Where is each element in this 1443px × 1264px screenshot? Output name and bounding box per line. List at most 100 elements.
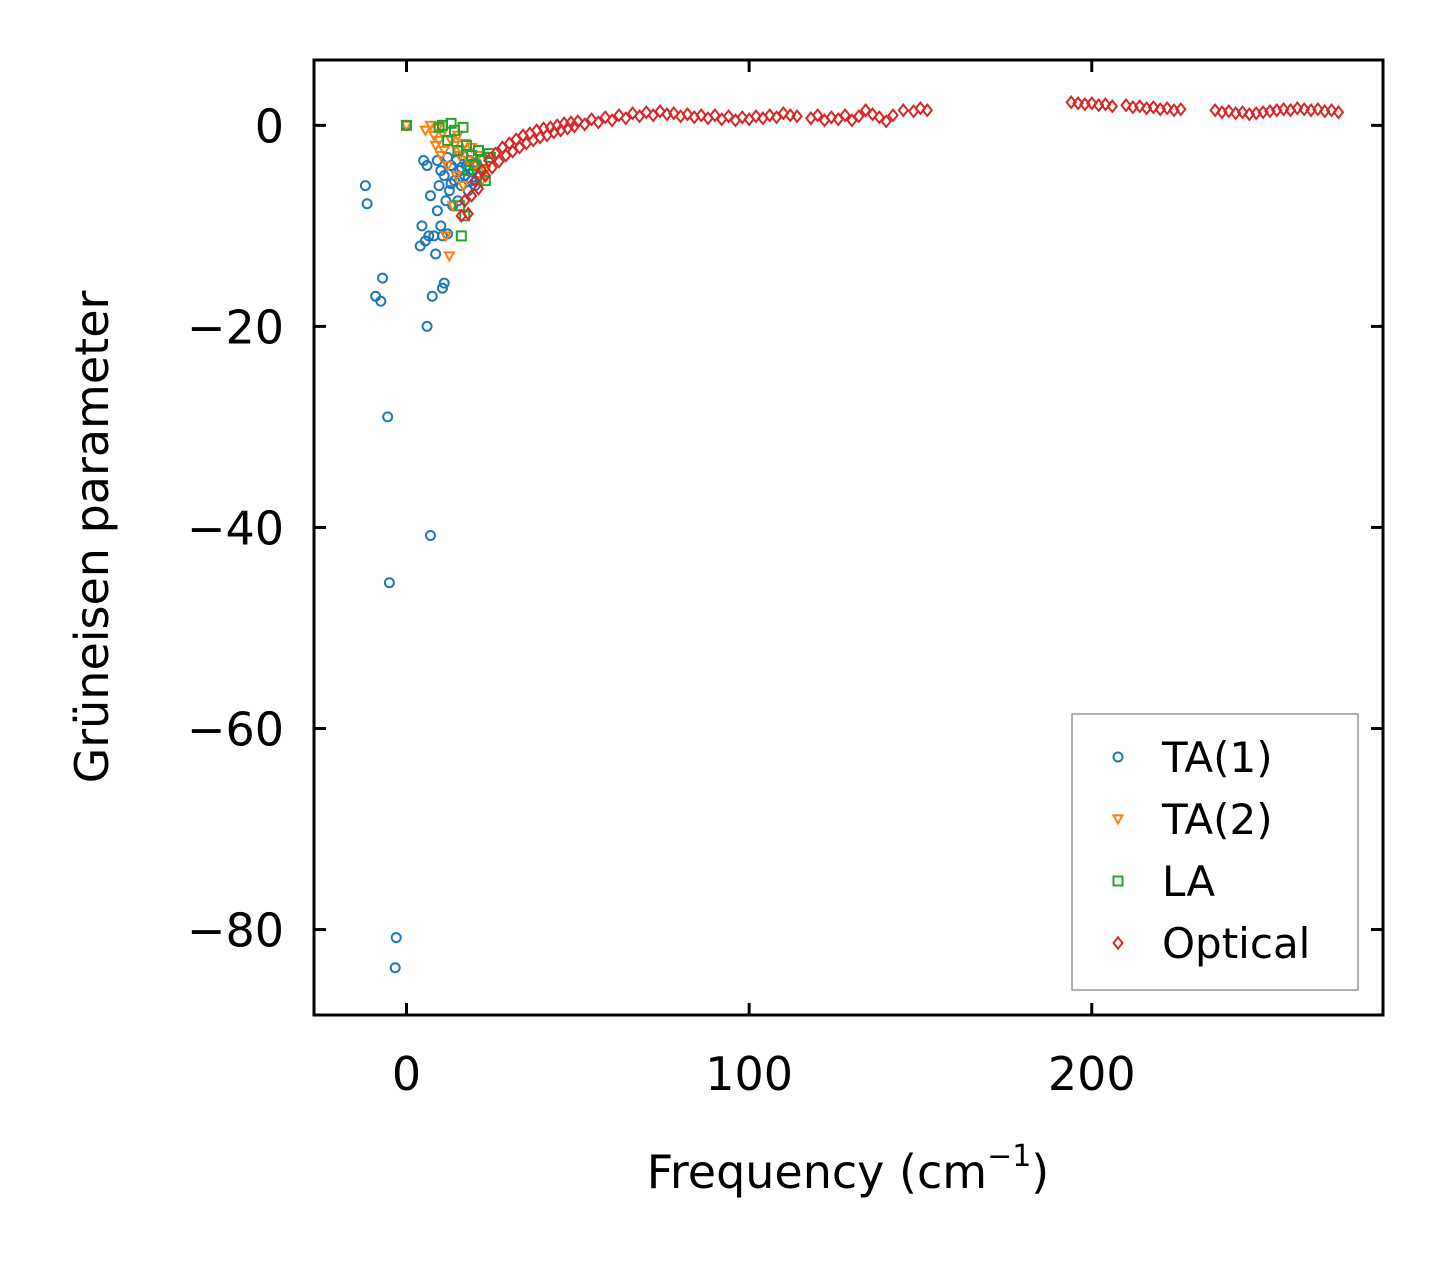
data-point	[811, 108, 824, 123]
data-point	[437, 145, 451, 158]
data-point	[431, 155, 443, 167]
data-point	[450, 155, 462, 167]
data-point	[445, 117, 457, 129]
data-point	[592, 115, 605, 130]
x-axis-label-close: )	[1031, 1145, 1049, 1199]
data-point	[763, 108, 776, 123]
data-point	[435, 220, 447, 232]
legend-label: Optical	[1162, 919, 1310, 968]
data-point	[449, 171, 463, 183]
data-point	[1291, 101, 1304, 116]
data-point	[445, 178, 457, 190]
data-point	[456, 181, 470, 193]
data-point	[736, 110, 749, 125]
data-point	[667, 106, 680, 121]
legend-marker	[1112, 875, 1124, 887]
data-point	[432, 135, 446, 147]
data-point	[1175, 102, 1187, 117]
data-point	[777, 106, 790, 121]
data-point	[430, 248, 442, 260]
data-point	[441, 160, 454, 173]
data-point	[433, 121, 445, 133]
legend-marker	[1112, 935, 1124, 951]
x-tick-label: 100	[705, 1047, 793, 1101]
data-point	[423, 230, 435, 242]
data-point	[465, 188, 478, 203]
data-point	[866, 107, 879, 122]
data-point	[1133, 99, 1146, 114]
data-point	[791, 109, 803, 124]
y-tick-label: −40	[187, 501, 284, 555]
data-point	[750, 109, 762, 124]
data-point	[443, 251, 456, 263]
plot-area	[312, 58, 1385, 1017]
data-point	[1312, 102, 1324, 117]
data-point	[416, 220, 428, 232]
y-tick-label: 0	[255, 99, 284, 153]
data-point	[1223, 104, 1235, 119]
data-point	[359, 180, 371, 192]
data-point	[424, 190, 436, 202]
data-point	[852, 109, 865, 124]
data-point	[613, 108, 625, 123]
data-point	[914, 101, 927, 116]
data-point	[578, 117, 591, 132]
data-point	[897, 103, 910, 118]
y-tick-label: −60	[187, 703, 284, 757]
axes-frame	[312, 58, 1385, 1017]
data-point	[493, 154, 505, 169]
data-point	[439, 231, 453, 243]
data-point	[424, 529, 436, 541]
data-point	[440, 195, 452, 207]
data-point	[880, 114, 892, 129]
data-point	[599, 110, 612, 125]
data-point	[390, 932, 402, 944]
data-point	[695, 108, 707, 123]
series-optical	[455, 94, 1345, 224]
data-point	[585, 112, 598, 127]
data-point	[839, 108, 851, 123]
x-tick-label: 200	[1048, 1047, 1136, 1101]
data-point	[784, 108, 797, 123]
x-axis-label-superscript: −1	[987, 1139, 1031, 1174]
x-axis-label: Frequency (cm−1)	[647, 1139, 1050, 1199]
data-point	[1120, 98, 1132, 113]
data-point	[859, 103, 872, 118]
data-point	[1209, 103, 1221, 118]
data-point	[1161, 101, 1173, 116]
y-tick-label: −20	[187, 300, 284, 354]
data-point	[429, 140, 442, 153]
data-point	[1298, 102, 1310, 117]
data-point	[1325, 103, 1338, 118]
data-point	[681, 107, 694, 122]
ticks-layer	[314, 60, 1383, 1015]
legend-marker	[1111, 814, 1125, 826]
data-point	[462, 206, 474, 222]
data-point	[458, 193, 471, 208]
data-point	[426, 290, 438, 302]
legend-box	[1071, 713, 1359, 991]
data-point	[438, 170, 450, 182]
data-point	[1085, 96, 1098, 111]
data-point	[438, 277, 450, 289]
data-point	[1147, 100, 1160, 115]
data-point	[1065, 94, 1077, 110]
data-point	[887, 108, 899, 123]
legend-label: LA	[1162, 857, 1215, 906]
legend-label: TA(2)	[1161, 795, 1273, 844]
data-point	[434, 150, 447, 163]
tick-labels: 0 100 200 0 −20 −40 −60 −80	[187, 99, 1136, 1101]
data-point	[606, 113, 618, 128]
data-point	[460, 139, 472, 151]
legend-item: LA	[1112, 857, 1215, 906]
data-point	[431, 205, 443, 217]
data-point	[419, 125, 432, 137]
data-point	[626, 106, 639, 121]
data-point	[442, 134, 454, 146]
data-point	[455, 230, 467, 242]
data-point	[568, 119, 581, 134]
markers-layer	[359, 94, 1345, 974]
data-point	[377, 272, 389, 284]
